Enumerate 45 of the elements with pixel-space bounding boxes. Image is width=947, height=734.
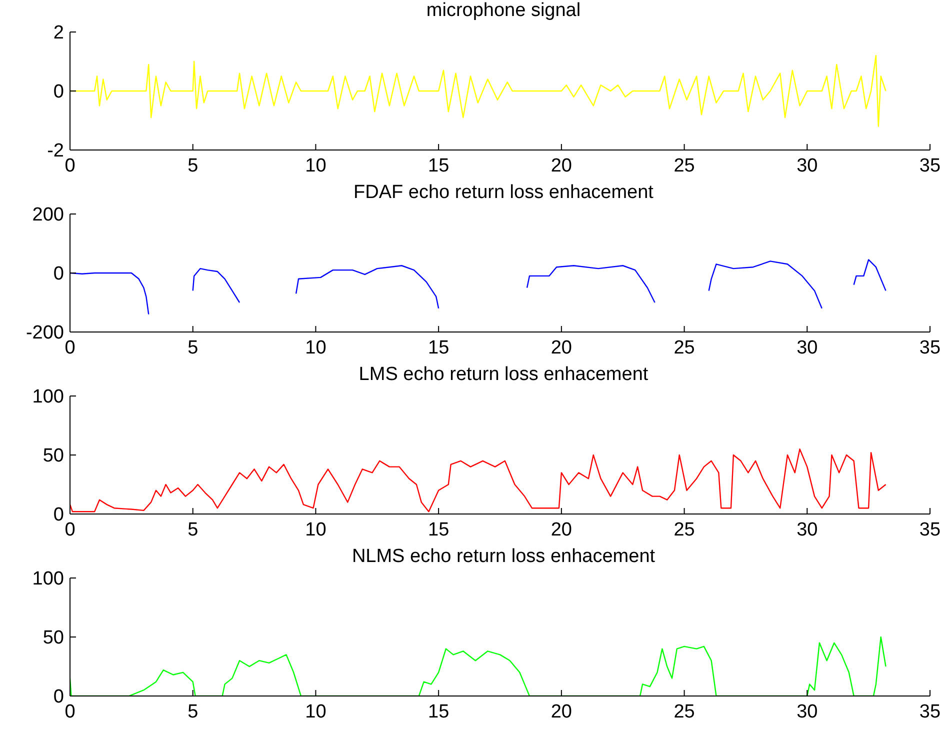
y-tick-label: 200 (32, 204, 64, 226)
x-tick-label: 15 (428, 701, 450, 722)
x-tick-label: 25 (674, 701, 695, 722)
x-tick-label: 15 (428, 337, 450, 358)
x-tick-label: 5 (188, 701, 198, 722)
y-tick-label: 0 (53, 504, 64, 526)
x-tick-label: 5 (188, 337, 198, 358)
y-tick-label: 0 (53, 686, 64, 708)
x-tick-label: 30 (796, 155, 818, 176)
y-tick-label: 50 (42, 628, 64, 649)
x-tick-label: 10 (305, 155, 326, 176)
x-tick-label: 25 (674, 155, 695, 176)
y-tick-label: -2 (47, 140, 64, 162)
x-tick-label: 20 (550, 155, 572, 176)
x-tick-label: 35 (919, 337, 941, 358)
x-tick-label: 35 (919, 155, 941, 176)
x-tick-label: 15 (428, 155, 450, 176)
y-tick-label: 50 (42, 446, 64, 467)
y-tick-label: 0 (53, 264, 64, 285)
x-tick-label: 20 (550, 701, 572, 722)
x-tick-label: 10 (305, 701, 326, 722)
line-series (70, 448, 886, 512)
x-tick-label: 5 (188, 519, 198, 540)
x-tick-label: 5 (188, 155, 198, 176)
x-tick-label: 10 (305, 519, 326, 540)
x-tick-label: 35 (919, 701, 941, 722)
x-tick-label: 25 (674, 519, 695, 540)
x-tick-label: 30 (796, 519, 818, 540)
x-tick-label: 30 (796, 337, 818, 358)
chart-title: LMS echo return loss enhacement (358, 364, 650, 386)
y-tick-label: 0 (53, 82, 64, 103)
x-tick-label: 25 (674, 337, 695, 358)
x-tick-label: 10 (305, 337, 326, 358)
x-tick-label: 30 (796, 701, 818, 722)
chart-title: NLMS echo return loss enhacement (350, 546, 656, 568)
x-tick-label: 15 (428, 519, 450, 540)
y-tick-label: 100 (32, 568, 64, 590)
chart-title: FDAF echo return loss enhacement (352, 182, 654, 204)
x-tick-label: 20 (550, 337, 572, 358)
x-tick-label: 35 (919, 519, 941, 540)
y-tick-label: -200 (26, 322, 64, 344)
y-tick-label: 2 (53, 22, 64, 44)
x-tick-label: 20 (550, 519, 572, 540)
y-tick-label: 100 (32, 386, 64, 408)
chart-title: microphone signal (425, 0, 582, 22)
